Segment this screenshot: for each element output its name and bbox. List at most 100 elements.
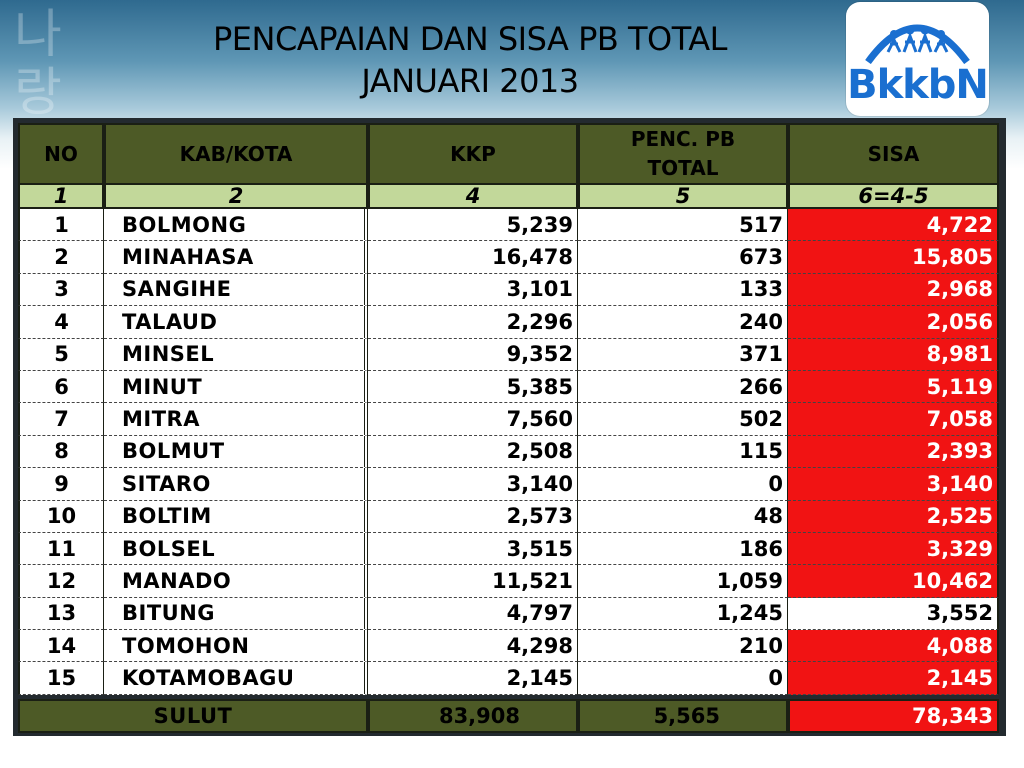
total-row: SULUT 83,908 5,565 78,343 (18, 698, 999, 733)
table-row: 9 SITARO 3,140 0 3,140 (18, 468, 999, 501)
penc-pb-cell: 371 (578, 338, 788, 371)
row-number-cell: 15 (18, 662, 104, 695)
kkp-cell: 2,508 (368, 435, 578, 469)
table-row: 14 TOMOHON 4,298 210 4,088 (18, 630, 999, 663)
index-cell: 6=4-5 (788, 185, 999, 209)
row-number-cell: 14 (18, 630, 104, 663)
table-row: 7 MITRA 7,560 502 7,058 (18, 403, 999, 436)
table-row: 12 MANADO 11,521 1,059 10,462 (18, 565, 999, 598)
kab-kota-cell: MANADO (104, 565, 368, 598)
kab-kota-cell: SANGIHE (104, 273, 368, 307)
sisa-cell: 8,981 (788, 338, 999, 371)
kkp-cell: 5,239 (368, 209, 578, 242)
penc-pb-cell: 502 (578, 403, 788, 436)
sisa-cell: 2,393 (788, 435, 999, 469)
kkp-cell: 2,145 (368, 662, 578, 695)
kkp-cell: 3,140 (368, 468, 578, 501)
sisa-cell: 3,329 (788, 532, 999, 566)
row-number-cell: 11 (18, 532, 104, 566)
sisa-cell: 15,805 (788, 241, 999, 274)
data-table-frame: NO KAB/KOTA KKP PENC. PB TOTAL SISA 1 2 … (13, 118, 1006, 736)
table-row: 5 MINSEL 9,352 371 8,981 (18, 338, 999, 371)
penc-pb-cell: 240 (578, 306, 788, 339)
header-penc-pb-total: PENC. PB TOTAL (578, 123, 788, 185)
kab-kota-cell: MINSEL (104, 338, 368, 371)
penc-pb-cell: 48 (578, 500, 788, 533)
kkp-cell: 4,797 (368, 597, 578, 631)
kab-kota-cell: TOMOHON (104, 630, 368, 663)
sisa-cell: 3,140 (788, 468, 999, 501)
title-line-2: JANUARI 2013 (361, 62, 579, 100)
kkp-cell: 11,521 (368, 565, 578, 598)
sisa-cell: 2,145 (788, 662, 999, 695)
penc-pb-cell: 186 (578, 532, 788, 566)
sisa-cell: 2,968 (788, 273, 999, 307)
kkp-cell: 2,296 (368, 306, 578, 339)
bkkbn-logo: BkkbN (846, 2, 989, 116)
kab-kota-cell: MITRA (104, 403, 368, 436)
kab-kota-cell: SITARO (104, 468, 368, 501)
kkp-cell: 5,385 (368, 370, 578, 404)
kab-kota-cell: BOLMUT (104, 435, 368, 469)
table-row: 6 MINUT 5,385 266 5,119 (18, 370, 999, 404)
kkp-cell: 4,298 (368, 630, 578, 663)
separator-cell (18, 694, 999, 699)
header-kab-kota: KAB/KOTA (104, 123, 368, 185)
kab-kota-cell: BITUNG (104, 597, 368, 631)
row-number-cell: 13 (18, 597, 104, 631)
family-figures-icon (865, 24, 970, 64)
row-number-cell: 10 (18, 500, 104, 533)
index-cell: 1 (18, 185, 104, 209)
kab-kota-cell: MINUT (104, 370, 368, 404)
table-row: 8 BOLMUT 2,508 115 2,393 (18, 435, 999, 469)
row-number-cell: 8 (18, 435, 104, 469)
row-number-cell: 7 (18, 403, 104, 436)
logo-text: BkkbN (847, 62, 989, 108)
header-sisa: SISA (788, 123, 999, 185)
penc-pb-cell: 266 (578, 370, 788, 404)
penc-pb-cell: 133 (578, 273, 788, 307)
kab-kota-cell: TALAUD (104, 306, 368, 339)
row-number-cell: 3 (18, 273, 104, 307)
table-row: 2 MINAHASA 16,478 673 15,805 (18, 241, 999, 274)
title-line-1: PENCAPAIAN DAN SISA PB TOTAL (213, 20, 728, 58)
row-number-cell: 12 (18, 565, 104, 598)
table-row: 10 BOLTIM 2,573 48 2,525 (18, 500, 999, 533)
index-cell: 4 (368, 185, 578, 209)
row-number-cell: 1 (18, 209, 104, 242)
sisa-cell: 10,462 (788, 565, 999, 598)
table-row: 11 BOLSEL 3,515 186 3,329 (18, 532, 999, 566)
total-penc-pb: 5,565 (578, 698, 788, 733)
header-kkp: KKP (368, 123, 578, 185)
column-index-row: 1 2 4 5 6=4-5 (18, 185, 999, 209)
penc-pb-cell: 115 (578, 435, 788, 469)
data-table: NO KAB/KOTA KKP PENC. PB TOTAL SISA 1 2 … (18, 123, 999, 733)
header-no: NO (18, 123, 104, 185)
penc-pb-cell: 1,245 (578, 597, 788, 631)
total-kkp: 83,908 (368, 698, 578, 733)
table-row: 4 TALAUD 2,296 240 2,056 (18, 306, 999, 339)
kkp-cell: 2,573 (368, 500, 578, 533)
sisa-cell: 2,525 (788, 500, 999, 533)
sisa-cell: 3,552 (788, 597, 999, 631)
index-cell: 2 (104, 185, 368, 209)
table-row: 13 BITUNG 4,797 1,245 3,552 (18, 597, 999, 631)
penc-pb-cell: 517 (578, 209, 788, 242)
penc-pb-cell: 1,059 (578, 565, 788, 598)
penc-pb-cell: 0 (578, 662, 788, 695)
sisa-cell: 5,119 (788, 370, 999, 404)
row-number-cell: 9 (18, 468, 104, 501)
row-number-cell: 6 (18, 370, 104, 404)
table-row: 1 BOLMONG 5,239 517 4,722 (18, 209, 999, 242)
total-label: SULUT (18, 698, 368, 733)
kab-kota-cell: BOLSEL (104, 532, 368, 566)
penc-pb-cell: 210 (578, 630, 788, 663)
kab-kota-cell: BOLMONG (104, 209, 368, 242)
index-cell: 5 (578, 185, 788, 209)
sisa-cell: 7,058 (788, 403, 999, 436)
sisa-cell: 4,722 (788, 209, 999, 242)
kkp-cell: 7,560 (368, 403, 578, 436)
sisa-cell: 4,088 (788, 630, 999, 663)
kkp-cell: 3,515 (368, 532, 578, 566)
kkp-cell: 9,352 (368, 338, 578, 371)
